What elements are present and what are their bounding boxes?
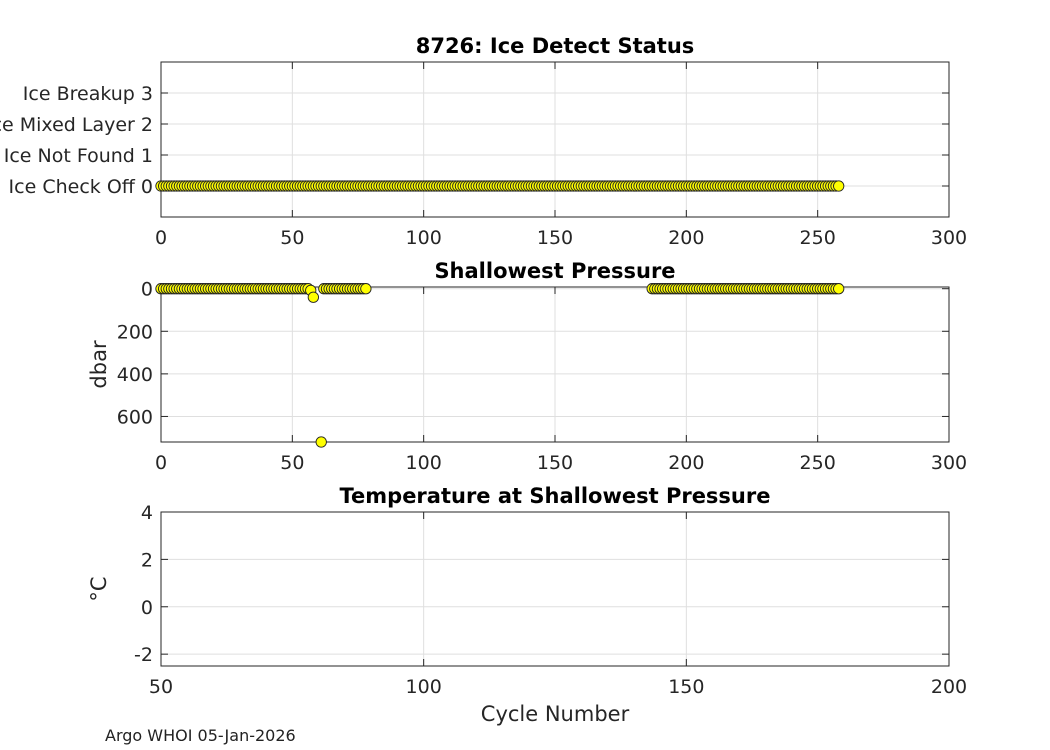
y-tick-label: 0 xyxy=(141,279,153,301)
data-point xyxy=(833,180,845,192)
x-tick-label: 250 xyxy=(800,452,836,474)
x-tick-label: 200 xyxy=(668,452,704,474)
x-tick-label: 200 xyxy=(931,676,967,698)
data-point xyxy=(307,291,319,303)
x-tick-label: 200 xyxy=(668,227,704,249)
y-tick-label: 4 xyxy=(141,502,153,524)
data-point xyxy=(360,283,372,295)
x-axis-label: Cycle Number xyxy=(481,702,630,726)
x-tick-label: 100 xyxy=(406,452,442,474)
x-tick-label: 300 xyxy=(931,452,967,474)
y-tick-label: Ice Breakup 3 xyxy=(23,83,153,105)
y-tick-label: Ice Check Off 0 xyxy=(9,176,153,198)
chart-title: 8726: Ice Detect Status xyxy=(416,34,695,58)
y-tick-label: Ice Mixed Layer 2 xyxy=(0,114,153,136)
x-tick-label: 100 xyxy=(406,676,442,698)
data-point xyxy=(315,436,327,448)
chart-title: Temperature at Shallowest Pressure xyxy=(340,484,771,508)
y-tick-label: Ice Not Found 1 xyxy=(4,145,153,167)
footer-stamp: Argo WHOI 05-Jan-2026 xyxy=(105,726,296,745)
x-tick-label: 50 xyxy=(280,227,304,249)
data-point xyxy=(833,283,845,295)
plot-area xyxy=(161,512,949,666)
x-tick-label: 250 xyxy=(800,227,836,249)
y-tick-label: -2 xyxy=(134,644,153,666)
x-tick-label: 0 xyxy=(155,227,167,249)
y-tick-label: 0 xyxy=(141,597,153,619)
axes-box xyxy=(160,511,950,667)
y-axis-label: °C xyxy=(87,576,111,601)
x-tick-label: 0 xyxy=(155,452,167,474)
x-tick-label: 50 xyxy=(280,452,304,474)
y-axis-label: dbar xyxy=(87,340,111,389)
y-tick-label: 2 xyxy=(141,549,153,571)
x-tick-label: 150 xyxy=(537,452,573,474)
y-tick-label: 200 xyxy=(117,321,153,343)
x-tick-label: 300 xyxy=(931,227,967,249)
y-tick-label: 600 xyxy=(117,406,153,428)
x-tick-label: 50 xyxy=(149,676,173,698)
x-tick-label: 100 xyxy=(406,227,442,249)
y-tick-label: 400 xyxy=(117,364,153,386)
x-tick-label: 150 xyxy=(668,676,704,698)
chart-title: Shallowest Pressure xyxy=(434,259,675,283)
x-tick-label: 150 xyxy=(537,227,573,249)
